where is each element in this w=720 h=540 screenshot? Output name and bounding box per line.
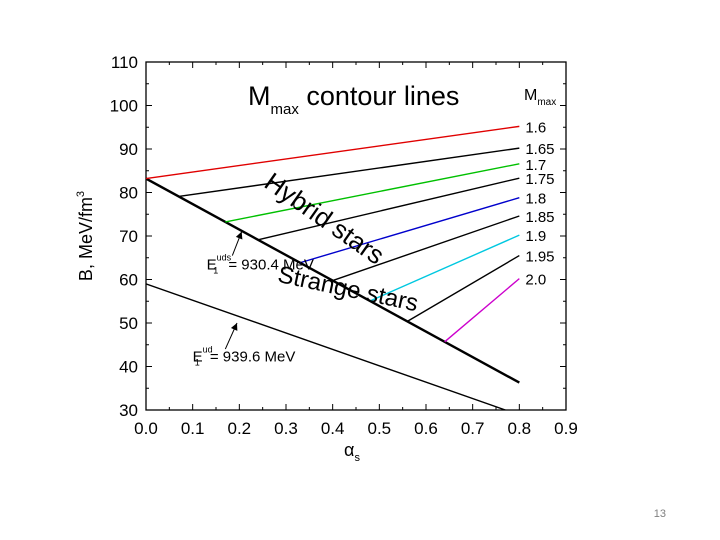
contour-label: 1.8 <box>525 191 546 208</box>
contour-line <box>257 177 520 241</box>
contour-label: 1.65 <box>525 141 554 158</box>
y-tick-label: 100 <box>110 97 138 116</box>
legend-title: Mmax <box>524 87 556 108</box>
contour-line <box>145 125 520 180</box>
y-tick-label: 40 <box>119 358 138 377</box>
plot-area: 0.0 0.1 0.2 0.3 0.4 0.5 0.6 0.7 0.8 0.9 30 40 50 60 70… <box>75 53 578 464</box>
y-tick-label: 80 <box>119 184 138 203</box>
contour-label: 1.9 <box>525 228 546 245</box>
contour-line <box>178 147 520 198</box>
x-tick-label: 0.1 <box>181 419 205 438</box>
annotation-arrow-head <box>230 323 238 331</box>
y-tick-label: 90 <box>119 140 138 159</box>
contour-label: 1.7 <box>525 157 546 174</box>
x-axis-label: αs <box>344 440 360 464</box>
contour-line <box>299 197 520 264</box>
x-tick-label: 0.2 <box>228 419 252 438</box>
energy-label: Euds 1 = 930.4 MeV <box>207 252 314 275</box>
y-tick-label: 60 <box>119 271 138 290</box>
contour-line <box>332 215 520 282</box>
contour-label: 1.75 <box>525 171 554 188</box>
contour-line <box>444 278 520 343</box>
x-tick-label: 0.5 <box>368 419 392 438</box>
energy-label: Eud 1 = 939.6 MeV <box>193 344 296 367</box>
contour-line <box>406 254 520 322</box>
annotation-arrow-head <box>235 231 243 240</box>
y-tick-label: 110 <box>111 53 138 72</box>
y-tick-label: 50 <box>119 314 138 333</box>
boundary-line-ud <box>146 283 506 410</box>
x-tick-label: 0.4 <box>321 419 345 438</box>
contour-label: 1.95 <box>525 249 554 266</box>
contour-label: 1.85 <box>525 209 554 226</box>
contour-label: 1.6 <box>525 119 546 136</box>
page-number: 13 <box>653 508 666 520</box>
contour-line <box>369 234 520 302</box>
x-tick-label: 0.6 <box>414 419 438 438</box>
x-tick-label: 0.7 <box>461 419 485 438</box>
contour-label: 2.0 <box>525 272 546 289</box>
y-axis-label: B, MeV/fm3 <box>75 191 96 281</box>
chart-title: Mmax contour lines <box>248 81 459 118</box>
x-tick-label: 0.3 <box>274 419 298 438</box>
x-tick-label: 0.0 <box>134 419 158 438</box>
x-tick-label: 0.9 <box>554 419 578 438</box>
x-tick-label: 0.8 <box>508 419 532 438</box>
y-tick-label: 30 <box>119 401 138 420</box>
contour-line <box>225 163 520 223</box>
y-tick-label: 70 <box>119 227 138 246</box>
